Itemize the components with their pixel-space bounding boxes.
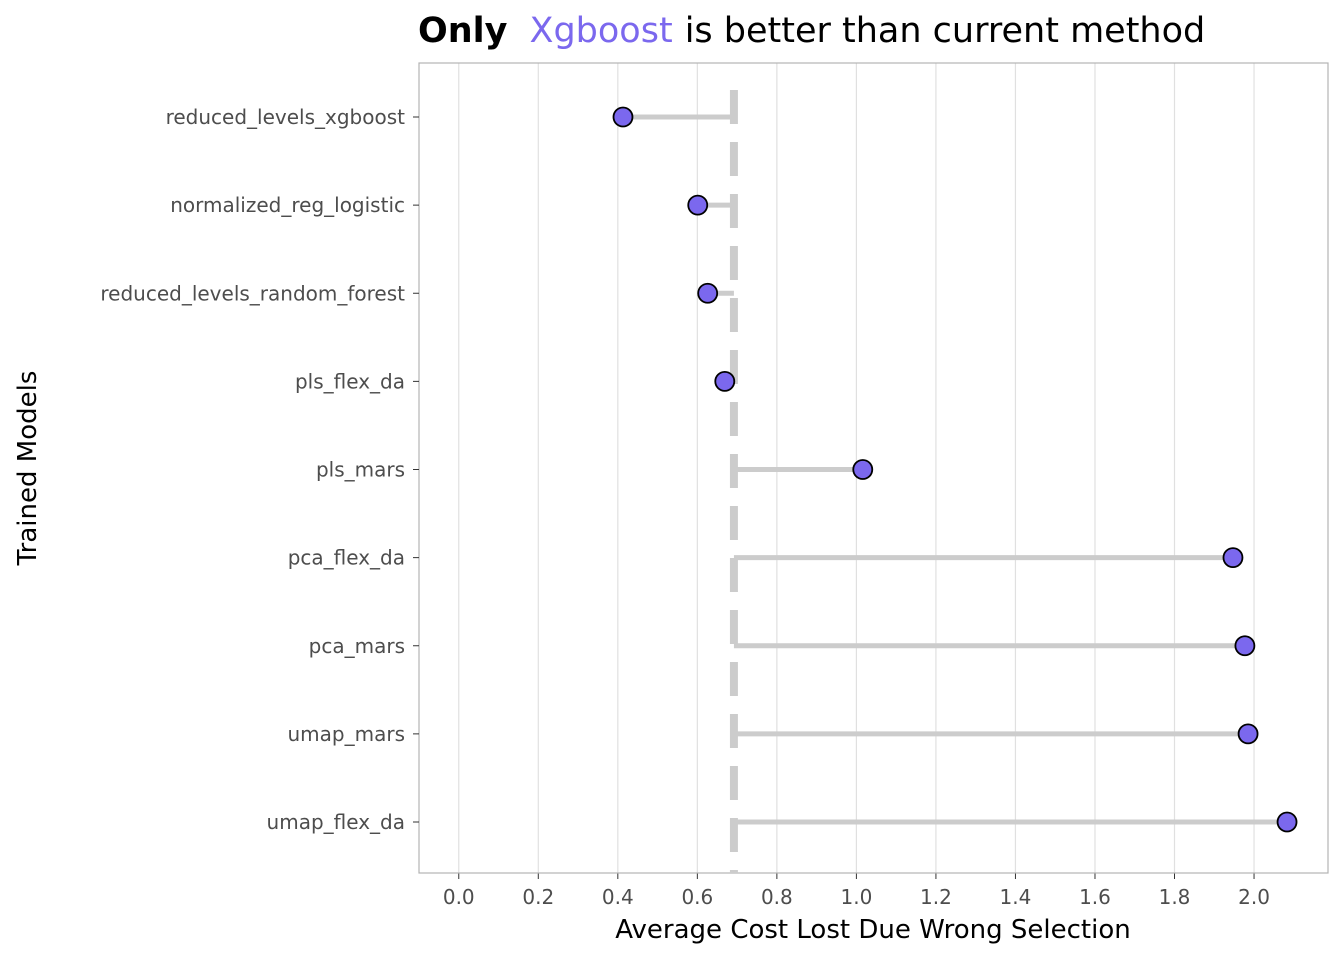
y-tick-label: reduced_levels_random_forest — [100, 281, 405, 305]
dot — [1222, 547, 1244, 569]
dot — [1276, 811, 1298, 833]
x-tick-label: 0.2 — [522, 885, 554, 909]
x-tick-label: 1.2 — [920, 885, 952, 909]
dot — [1234, 635, 1256, 657]
x-tick-label: 1.0 — [840, 885, 872, 909]
dot — [697, 282, 719, 304]
title-rest: is better than current method — [685, 11, 1206, 51]
y-axis-title: Trained Models — [13, 371, 43, 567]
y-tick-label: pls_mars — [316, 458, 405, 482]
y-tick-label: pca_flex_da — [288, 546, 405, 570]
panel-border — [418, 62, 1329, 874]
y-tick-label: reduced_levels_xgboost — [166, 105, 406, 129]
y-tick-label: normalized_reg_logistic — [170, 193, 405, 217]
x-tick-label: 0.8 — [761, 885, 793, 909]
dot — [612, 106, 634, 128]
dot — [714, 370, 736, 392]
x-tick-label: 1.4 — [1000, 885, 1032, 909]
x-tick-label: 0.0 — [443, 885, 475, 909]
x-tick-label: 1.8 — [1159, 885, 1191, 909]
title-lead: Only — [418, 11, 508, 51]
dot — [687, 194, 709, 216]
x-tick-label: 0.6 — [681, 885, 713, 909]
dot — [852, 459, 874, 480]
y-tick-label: pls_flex_da — [295, 369, 405, 393]
y-tick-label: umap_mars — [288, 722, 406, 746]
y-tick-label: umap_flex_da — [267, 810, 405, 834]
x-axis-title: Average Cost Lost Due Wrong Selection — [615, 915, 1130, 945]
x-tick-label: 2.0 — [1238, 885, 1270, 909]
y-tick-label: pca_mars — [309, 634, 405, 658]
chart-title: Only Xgboost is better than current method — [418, 11, 1205, 51]
dot — [1237, 723, 1259, 745]
title-highlight: Xgboost — [529, 11, 672, 51]
x-tick-label: 1.6 — [1079, 885, 1111, 909]
x-tick-label: 0.4 — [602, 885, 634, 909]
